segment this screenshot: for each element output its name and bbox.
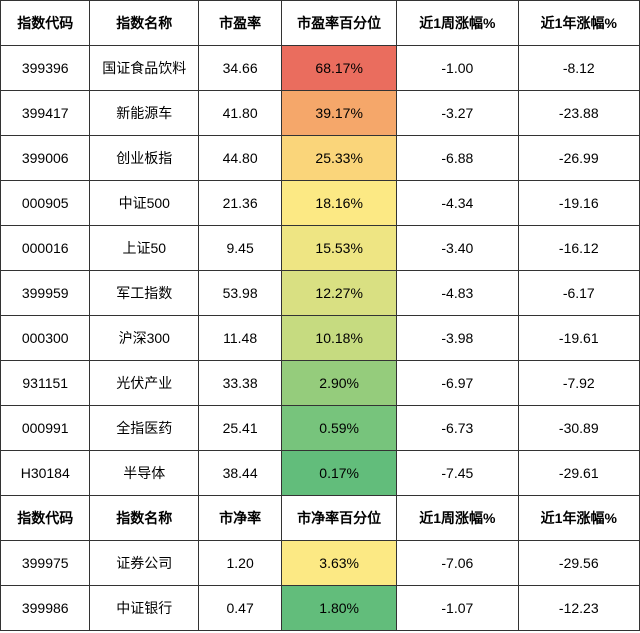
data-row-1-7-pct: 2.90%: [282, 361, 397, 406]
data-row-1-8-pct: 0.59%: [282, 406, 397, 451]
header-row-2-col-5: 近1年涨幅%: [518, 496, 639, 541]
data-row-2-1-week1: -1.07: [397, 586, 518, 631]
data-row-1-0-name: 国证食品饮料: [90, 46, 199, 91]
header-row-2-col-2: 市净率: [199, 496, 282, 541]
data-row-1-9-pe: 38.44: [199, 451, 282, 496]
data-row-1-9-name: 半导体: [90, 451, 199, 496]
data-row-2-1-pct: 1.80%: [282, 586, 397, 631]
header-row-2-col-1: 指数名称: [90, 496, 199, 541]
data-row-1-1-year1: -23.88: [518, 91, 639, 136]
data-row-1-7-name: 光伏产业: [90, 361, 199, 406]
data-row-2-0-year1: -29.56: [518, 541, 639, 586]
data-row-1-8-code: 000991: [1, 406, 90, 451]
data-row-1-2-week1: -6.88: [397, 136, 518, 181]
data-row-1-5-name: 军工指数: [90, 271, 199, 316]
data-row-1-4: 000016上证509.4515.53%-3.40-16.12: [1, 226, 640, 271]
data-row-2-1-name: 中证银行: [90, 586, 199, 631]
data-row-1-7-pe: 33.38: [199, 361, 282, 406]
data-row-1-7-code: 931151: [1, 361, 90, 406]
data-row-1-7-week1: -6.97: [397, 361, 518, 406]
data-row-1-3: 000905中证50021.3618.16%-4.34-19.16: [1, 181, 640, 226]
header-row-1-col-2: 市盈率: [199, 1, 282, 46]
data-row-1-8-year1: -30.89: [518, 406, 639, 451]
data-row-1-8-pe: 25.41: [199, 406, 282, 451]
data-row-2-0-pe: 1.20: [199, 541, 282, 586]
data-row-1-3-pe: 21.36: [199, 181, 282, 226]
data-row-1-2-year1: -26.99: [518, 136, 639, 181]
data-row-2-1-year1: -12.23: [518, 586, 639, 631]
data-row-1-1-pe: 41.80: [199, 91, 282, 136]
data-row-1-9-pct: 0.17%: [282, 451, 397, 496]
data-row-1-0-week1: -1.00: [397, 46, 518, 91]
header-row-1-col-3: 市盈率百分位: [282, 1, 397, 46]
data-row-1-7-year1: -7.92: [518, 361, 639, 406]
data-row-1-1-code: 399417: [1, 91, 90, 136]
data-row-2-0-name: 证券公司: [90, 541, 199, 586]
data-row-1-1-week1: -3.27: [397, 91, 518, 136]
data-row-1-2-name: 创业板指: [90, 136, 199, 181]
data-row-1-6-year1: -19.61: [518, 316, 639, 361]
data-row-1-8: 000991全指医药25.410.59%-6.73-30.89: [1, 406, 640, 451]
data-row-1-0-year1: -8.12: [518, 46, 639, 91]
data-row-1-4-week1: -3.40: [397, 226, 518, 271]
header-row-2: 指数代码指数名称市净率市净率百分位近1周涨幅%近1年涨幅%: [1, 496, 640, 541]
data-row-1-8-name: 全指医药: [90, 406, 199, 451]
data-row-2-0: 399975证券公司1.203.63%-7.06-29.56: [1, 541, 640, 586]
data-row-2-1-code: 399986: [1, 586, 90, 631]
data-row-1-9-code: H30184: [1, 451, 90, 496]
data-row-1-4-pct: 15.53%: [282, 226, 397, 271]
data-row-1-2-pe: 44.80: [199, 136, 282, 181]
data-row-1-7: 931151光伏产业33.382.90%-6.97-7.92: [1, 361, 640, 406]
data-row-1-0-pct: 68.17%: [282, 46, 397, 91]
data-row-1-2-code: 399006: [1, 136, 90, 181]
header-row-2-col-3: 市净率百分位: [282, 496, 397, 541]
data-row-2-1-pe: 0.47: [199, 586, 282, 631]
data-row-1-5-code: 399959: [1, 271, 90, 316]
data-row-2-0-pct: 3.63%: [282, 541, 397, 586]
data-row-1-6-week1: -3.98: [397, 316, 518, 361]
header-row-2-col-0: 指数代码: [1, 496, 90, 541]
data-row-1-3-code: 000905: [1, 181, 90, 226]
data-row-1-4-name: 上证50: [90, 226, 199, 271]
header-row-1-col-4: 近1周涨幅%: [397, 1, 518, 46]
data-row-1-2: 399006创业板指44.8025.33%-6.88-26.99: [1, 136, 640, 181]
data-row-1-5-pct: 12.27%: [282, 271, 397, 316]
data-row-1-4-code: 000016: [1, 226, 90, 271]
data-row-1-9-week1: -7.45: [397, 451, 518, 496]
data-row-1-5-year1: -6.17: [518, 271, 639, 316]
data-row-1-5-pe: 53.98: [199, 271, 282, 316]
data-row-1-5-week1: -4.83: [397, 271, 518, 316]
data-row-1-6-pe: 11.48: [199, 316, 282, 361]
header-row-1-col-0: 指数代码: [1, 1, 90, 46]
data-row-1-2-pct: 25.33%: [282, 136, 397, 181]
data-row-1-3-week1: -4.34: [397, 181, 518, 226]
header-row-1: 指数代码指数名称市盈率市盈率百分位近1周涨幅%近1年涨幅%: [1, 1, 640, 46]
data-row-1-0-pe: 34.66: [199, 46, 282, 91]
index-table: 指数代码指数名称市盈率市盈率百分位近1周涨幅%近1年涨幅%399396国证食品饮…: [0, 0, 640, 631]
data-row-1-5: 399959军工指数53.9812.27%-4.83-6.17: [1, 271, 640, 316]
data-row-1-9: H30184半导体38.440.17%-7.45-29.61: [1, 451, 640, 496]
data-row-1-8-week1: -6.73: [397, 406, 518, 451]
data-row-1-1: 399417新能源车41.8039.17%-3.27-23.88: [1, 91, 640, 136]
data-row-1-9-year1: -29.61: [518, 451, 639, 496]
data-row-1-6: 000300沪深30011.4810.18%-3.98-19.61: [1, 316, 640, 361]
header-row-1-col-1: 指数名称: [90, 1, 199, 46]
data-row-1-3-pct: 18.16%: [282, 181, 397, 226]
data-row-2-1: 399986中证银行0.471.80%-1.07-12.23: [1, 586, 640, 631]
header-row-1-col-5: 近1年涨幅%: [518, 1, 639, 46]
data-row-1-3-year1: -19.16: [518, 181, 639, 226]
data-row-1-4-pe: 9.45: [199, 226, 282, 271]
data-row-1-0-code: 399396: [1, 46, 90, 91]
header-row-2-col-4: 近1周涨幅%: [397, 496, 518, 541]
data-row-2-0-week1: -7.06: [397, 541, 518, 586]
data-row-1-6-code: 000300: [1, 316, 90, 361]
data-row-1-1-name: 新能源车: [90, 91, 199, 136]
data-row-1-6-pct: 10.18%: [282, 316, 397, 361]
data-row-1-3-name: 中证500: [90, 181, 199, 226]
data-row-1-0: 399396国证食品饮料34.6668.17%-1.00-8.12: [1, 46, 640, 91]
data-row-1-4-year1: -16.12: [518, 226, 639, 271]
data-row-1-1-pct: 39.17%: [282, 91, 397, 136]
data-row-2-0-code: 399975: [1, 541, 90, 586]
data-row-1-6-name: 沪深300: [90, 316, 199, 361]
